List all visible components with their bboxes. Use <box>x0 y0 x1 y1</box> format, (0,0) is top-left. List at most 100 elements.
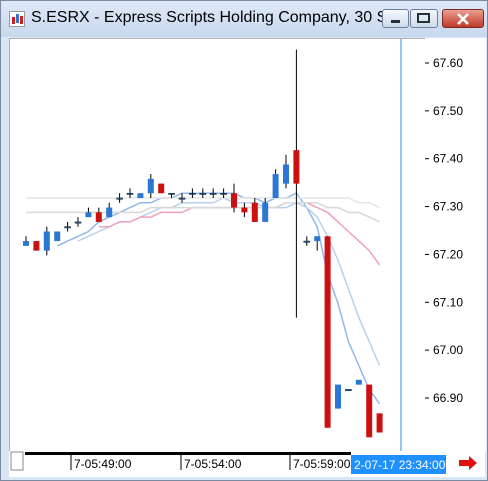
candle <box>262 198 269 222</box>
candle-body-down <box>95 212 102 222</box>
candle-body-down <box>158 183 165 194</box>
candle <box>199 188 207 198</box>
candle-body-down <box>366 384 373 438</box>
candle <box>293 49 300 318</box>
candle <box>209 188 217 198</box>
cursor-time-box <box>351 455 446 474</box>
price-axis-labels: 67.60 67.50 67.40 67.30 67.20 67.10 67.00 66.90 <box>425 56 463 405</box>
candle-body-up <box>220 192 227 195</box>
price-tick-label: 66.90 <box>433 391 463 405</box>
candle <box>241 202 248 218</box>
candle-body-up <box>74 221 82 224</box>
candle-body-down <box>324 236 331 428</box>
candle-body-up <box>137 193 144 198</box>
candle-body-up <box>283 164 289 184</box>
candle <box>345 389 352 391</box>
time-axis-labels: 7-05:49:00 7-05:54:00 7-05:59:00 2-07-17 23… <box>10 451 477 474</box>
candle <box>303 236 311 246</box>
candle-body-up <box>189 192 196 195</box>
candle <box>178 193 186 203</box>
moving-average-line-2 <box>77 197 381 366</box>
candle-body-down <box>376 413 383 433</box>
price-axis[interactable]: 67.60 67.50 67.40 67.30 67.20 67.10 67.00 66.90 <box>425 38 486 451</box>
time-tick-label: 7-05:49:00 <box>74 457 132 471</box>
close-icon <box>457 12 469 25</box>
candle <box>283 154 289 189</box>
candle-body-up <box>314 236 321 242</box>
title-bar[interactable]: S.ESRX - Express Scripts Holding Company… <box>1 1 487 37</box>
candle-body-up <box>303 240 311 243</box>
candle <box>251 198 258 222</box>
scroll-handle-icon <box>10 451 24 471</box>
price-plot-area[interactable] <box>9 38 425 452</box>
candle <box>335 384 341 409</box>
candle <box>355 379 362 385</box>
candle <box>126 188 134 198</box>
candle <box>54 231 61 242</box>
price-tick-label: 67.00 <box>433 343 463 357</box>
maximize-button[interactable] <box>410 9 438 28</box>
candle-body-up <box>335 384 341 409</box>
price-tick-label: 67.20 <box>433 247 463 261</box>
candle <box>147 174 154 198</box>
time-axis[interactable]: 7-05:49:00 7-05:54:00 7-05:59:00 2-07-17 23… <box>9 451 485 477</box>
candle <box>74 217 82 227</box>
minimize-icon <box>390 19 400 23</box>
candle-body-up <box>126 192 134 195</box>
candle <box>43 226 50 256</box>
candle-body-down <box>251 202 258 222</box>
time-scrollbar-track <box>25 452 351 455</box>
candle <box>168 192 175 198</box>
candle-body-up <box>43 231 50 251</box>
candle-body-up <box>209 192 217 195</box>
candle-body-up <box>168 192 175 195</box>
candle-body-up <box>199 192 207 195</box>
moving-average-line-1 <box>56 192 381 405</box>
candle-body-up <box>23 241 29 246</box>
candle <box>116 193 123 203</box>
candle-body-down <box>33 241 40 251</box>
chart-app-icon <box>9 11 25 27</box>
cursor-time-label: 2-07-17 23:34:00 <box>354 458 446 472</box>
candle-body-up <box>355 379 362 385</box>
candle <box>376 413 383 433</box>
moving-average-line-4 <box>26 202 380 223</box>
candle-body-up <box>178 197 186 200</box>
price-tick-label: 67.10 <box>433 295 463 309</box>
candle-body-up <box>106 207 113 218</box>
candle-body-up <box>85 212 92 218</box>
price-tick-label: 67.50 <box>433 104 463 118</box>
candle <box>231 183 237 213</box>
candle <box>64 221 71 232</box>
candle <box>220 188 227 198</box>
candle <box>158 183 165 194</box>
window-title: S.ESRX - Express Scripts Holding Company… <box>31 9 405 26</box>
candle <box>95 207 102 222</box>
candle-body-up <box>272 174 279 198</box>
time-tick-label: 7-05:59:00 <box>293 457 351 471</box>
candle-body-up <box>262 202 269 222</box>
candlestick-chart <box>23 39 402 452</box>
maximize-icon <box>417 13 430 23</box>
red-arrow-right-icon <box>459 456 477 470</box>
candle <box>189 188 196 198</box>
price-tick-label: 67.30 <box>433 200 463 214</box>
candle <box>324 236 331 428</box>
price-tick-label: 67.60 <box>433 56 463 70</box>
candle-body-down <box>293 150 300 184</box>
candle <box>85 207 92 218</box>
minimize-button[interactable] <box>382 9 409 28</box>
candle <box>272 169 279 198</box>
candle-body-up <box>147 178 154 194</box>
price-tick-label: 67.40 <box>433 152 463 166</box>
candle-body-up <box>116 197 123 200</box>
time-tick-label: 7-05:54:00 <box>184 457 242 471</box>
candle-body-up <box>54 231 61 242</box>
candle <box>33 241 40 251</box>
candle-body-down <box>231 193 237 208</box>
candle-body-down <box>241 207 248 213</box>
close-button[interactable] <box>442 9 484 28</box>
candle <box>314 236 321 251</box>
candle <box>106 202 113 218</box>
